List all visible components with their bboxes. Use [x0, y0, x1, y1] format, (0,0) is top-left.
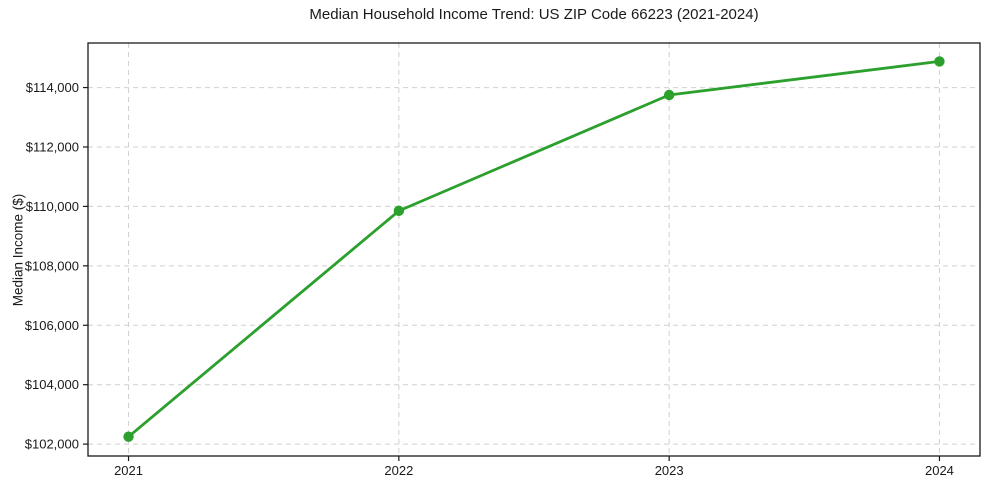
chart-title: Median Household Income Trend: US ZIP Co… — [309, 6, 759, 23]
plot-border — [87, 42, 981, 457]
y-tick-label: $110,000 — [26, 199, 79, 214]
y-tick-label: $114,000 — [26, 80, 79, 95]
x-tick-label: 2021 — [114, 463, 143, 478]
y-tick-label: $112,000 — [26, 139, 79, 154]
y-tick-label: $102,000 — [25, 437, 79, 452]
data-point — [393, 205, 405, 217]
data-point — [123, 431, 134, 442]
data-point — [663, 89, 675, 101]
x-tick-label: 2024 — [925, 463, 954, 478]
data-point — [934, 56, 945, 67]
x-tick-label: 2023 — [655, 463, 684, 478]
trend-line — [127, 60, 941, 439]
x-tick-label: 2022 — [384, 463, 413, 478]
y-tick-label: $106,000 — [25, 318, 79, 333]
y-tick-label: $104,000 — [25, 377, 79, 392]
y-tick-label: $108,000 — [25, 258, 79, 273]
